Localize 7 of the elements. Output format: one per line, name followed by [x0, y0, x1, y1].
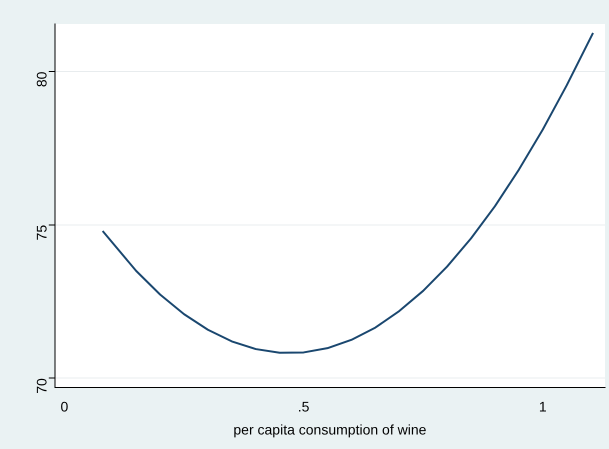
y-tick-label: 75 — [34, 224, 50, 240]
x-tick-label: 0 — [60, 398, 68, 415]
x-tick-label: .5 — [298, 398, 310, 415]
y-tick-label: 70 — [34, 378, 50, 394]
x-axis-title: per capita consumption of wine — [233, 421, 427, 438]
x-tick-label: 1 — [538, 398, 547, 415]
y-tick-label: 80 — [34, 71, 50, 88]
